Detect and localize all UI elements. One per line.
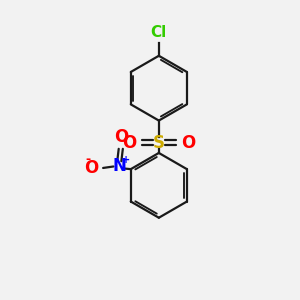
Text: S: S [153,134,165,152]
Text: O: O [84,159,98,177]
Text: O: O [182,134,196,152]
Text: O: O [114,128,128,146]
Text: -: - [85,153,90,166]
Text: O: O [122,134,136,152]
Text: N: N [112,158,126,175]
Text: Cl: Cl [151,26,167,40]
Text: +: + [122,155,130,165]
